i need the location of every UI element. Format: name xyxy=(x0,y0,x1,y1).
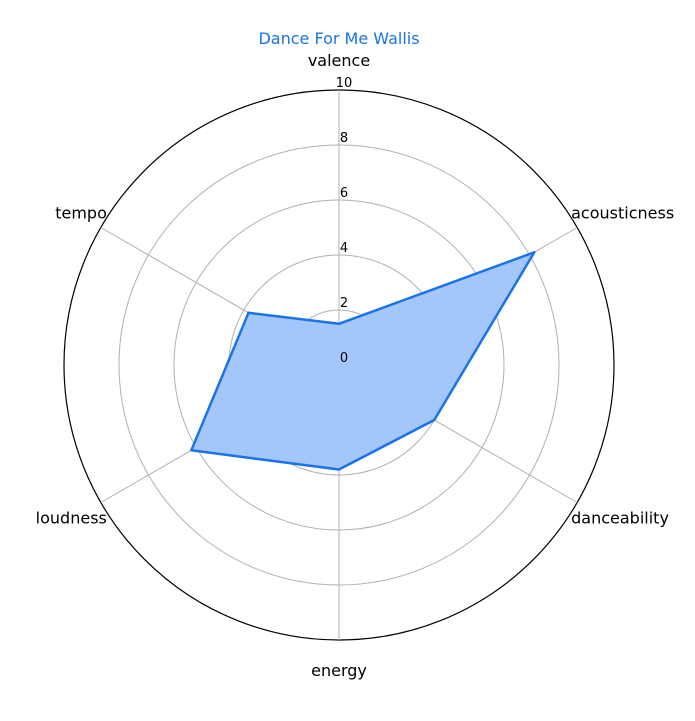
data-point-acousticness xyxy=(533,251,535,253)
chart-title: Dance For Me Wallis xyxy=(258,29,419,48)
data-point-tempo xyxy=(248,312,250,314)
r-tick-label: 6 xyxy=(340,186,348,201)
data-point-loudness xyxy=(190,449,192,451)
axis-label-energy: energy xyxy=(311,661,367,680)
axis-label-valence: valence xyxy=(308,51,370,70)
data-point-danceability xyxy=(433,419,435,421)
series-layer xyxy=(190,251,536,471)
axis-label-layer: valence acousticness danceability energy lou… xyxy=(36,51,675,680)
tick-layer: 0 2 4 6 8 10 xyxy=(336,76,353,366)
axis-label-tempo: tempo xyxy=(55,204,107,223)
series-area-0 xyxy=(191,252,535,470)
data-point-valence xyxy=(338,323,340,325)
data-point-energy xyxy=(338,469,340,470)
r-tick-label: 2 xyxy=(340,296,348,311)
r-tick-label: 10 xyxy=(336,76,353,91)
r-tick-label: 0 xyxy=(340,351,348,366)
r-tick-label: 8 xyxy=(340,131,348,146)
axis-label-danceability: danceability xyxy=(571,509,669,528)
r-tick-label: 4 xyxy=(340,241,348,256)
axis-label-acousticness: acousticness xyxy=(571,204,674,223)
axis-label-loudness: loudness xyxy=(36,509,107,528)
